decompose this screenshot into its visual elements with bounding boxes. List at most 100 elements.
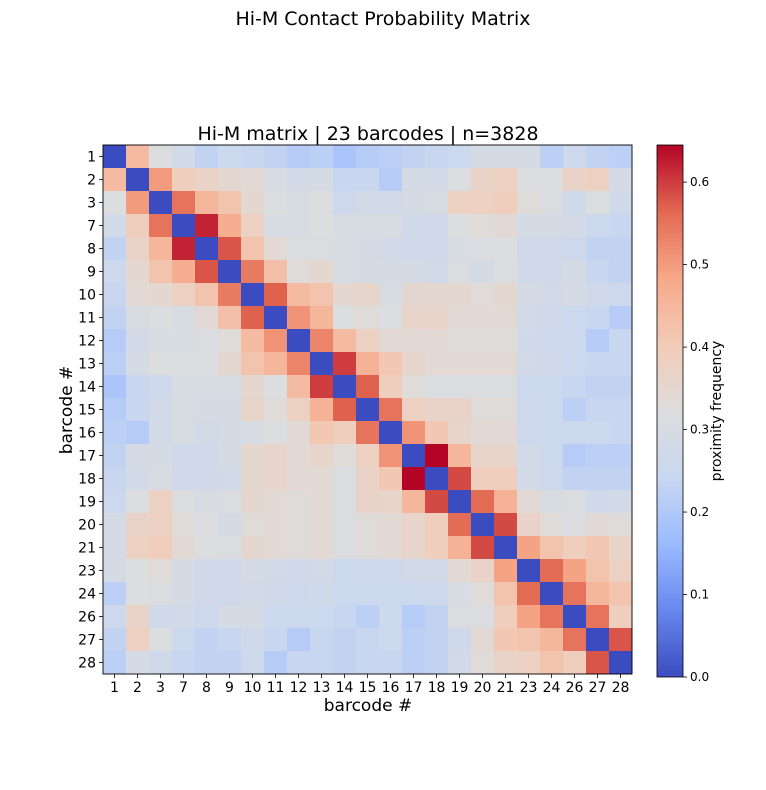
heatmap-cell xyxy=(425,421,449,445)
heatmap-cell xyxy=(149,214,173,238)
heatmap-cell xyxy=(149,329,173,353)
heatmap-cell xyxy=(103,260,127,284)
heatmap-cell xyxy=(195,536,219,560)
heatmap-cell xyxy=(218,513,242,537)
heatmap-cell xyxy=(586,582,610,606)
heatmap-cell xyxy=(149,168,173,192)
heatmap-cell xyxy=(563,283,587,307)
heatmap-cell xyxy=(425,536,449,560)
y-tick-label: 10 xyxy=(78,288,96,304)
heatmap-cell xyxy=(448,375,472,399)
heatmap-cell xyxy=(425,145,449,169)
heatmap-cell xyxy=(517,237,541,261)
heatmap-cell xyxy=(172,536,196,560)
heatmap-cell xyxy=(563,605,587,629)
heatmap-cell xyxy=(471,513,495,537)
heatmap-cell xyxy=(471,214,495,238)
heatmap-cell xyxy=(494,444,518,468)
heatmap-cell xyxy=(494,352,518,376)
heatmap-cell xyxy=(333,191,357,215)
heatmap-cell xyxy=(310,352,334,376)
heatmap-cell xyxy=(195,582,219,606)
heatmap-cell xyxy=(241,444,265,468)
heatmap-cell xyxy=(126,168,150,192)
heatmap-cell xyxy=(471,168,495,192)
heatmap-cell xyxy=(241,490,265,514)
heatmap-cell xyxy=(563,237,587,261)
heatmap-cell xyxy=(586,329,610,353)
heatmap-cell xyxy=(402,582,426,606)
heatmap-cell xyxy=(402,559,426,583)
heatmap-cell xyxy=(149,582,173,606)
heatmap-cell xyxy=(264,375,288,399)
heatmap-cell xyxy=(172,260,196,284)
heatmap-cell xyxy=(333,490,357,514)
heatmap-cell xyxy=(195,260,219,284)
heatmap-cell xyxy=(356,536,380,560)
x-tick-label: 10 xyxy=(244,680,262,696)
heatmap-cell xyxy=(241,237,265,261)
heatmap-cell xyxy=(494,283,518,307)
heatmap-cell xyxy=(172,421,196,445)
heatmap-cell xyxy=(264,582,288,606)
heatmap-cell xyxy=(379,329,403,353)
heatmap-cell xyxy=(586,306,610,330)
heatmap-cell xyxy=(517,352,541,376)
heatmap-cell xyxy=(356,375,380,399)
heatmap-cell xyxy=(563,260,587,284)
heatmap-cell xyxy=(310,628,334,652)
heatmap-cell xyxy=(218,214,242,238)
heatmap-cell xyxy=(172,283,196,307)
heatmap-cell xyxy=(517,513,541,537)
heatmap-cell xyxy=(609,214,633,238)
heatmap-cell xyxy=(333,283,357,307)
heatmap-cell xyxy=(103,651,127,675)
y-tick-label: 12 xyxy=(78,334,96,350)
heatmap-cell xyxy=(540,237,564,261)
heatmap-cell xyxy=(264,421,288,445)
heatmap-cell xyxy=(310,191,334,215)
heatmap-cell xyxy=(287,283,311,307)
heatmap-cell xyxy=(172,237,196,261)
heatmap-cell xyxy=(586,260,610,284)
heatmap-cell xyxy=(586,559,610,583)
heatmap-cell xyxy=(103,145,127,169)
heatmap-cell xyxy=(310,444,334,468)
heatmap-cell xyxy=(540,490,564,514)
heatmap-cell xyxy=(517,260,541,284)
heatmap-cell xyxy=(126,260,150,284)
heatmap-cell xyxy=(356,283,380,307)
heatmap-cell xyxy=(310,306,334,330)
heatmap-cell xyxy=(494,582,518,606)
heatmap-cell xyxy=(149,283,173,307)
heatmap-cell xyxy=(425,582,449,606)
heatmap-cell xyxy=(241,559,265,583)
heatmap-cell xyxy=(126,214,150,238)
heatmap-cell xyxy=(540,444,564,468)
heatmap-cell xyxy=(379,306,403,330)
heatmap-cell xyxy=(402,513,426,537)
heatmap-cell xyxy=(126,467,150,491)
heatmap-cell xyxy=(333,628,357,652)
x-tick-label: 27 xyxy=(589,680,607,696)
heatmap-cell xyxy=(103,444,127,468)
heatmap-cell xyxy=(494,559,518,583)
heatmap-cell xyxy=(103,513,127,537)
heatmap-cell xyxy=(517,145,541,169)
heatmap-cell xyxy=(172,352,196,376)
figure-suptitle: Hi-M Contact Probability Matrix xyxy=(235,8,530,30)
heatmap-cell xyxy=(287,329,311,353)
heatmap-cell xyxy=(218,605,242,629)
heatmap-cell xyxy=(425,628,449,652)
heatmap-cell xyxy=(264,352,288,376)
heatmap-cell xyxy=(494,628,518,652)
heatmap-cell xyxy=(425,283,449,307)
heatmap-cell xyxy=(517,421,541,445)
heatmap-cell xyxy=(287,375,311,399)
y-tick-label: 16 xyxy=(78,426,96,442)
heatmap-cell xyxy=(241,628,265,652)
heatmap-cell xyxy=(172,605,196,629)
heatmap-cell xyxy=(540,329,564,353)
heatmap-cell xyxy=(609,306,633,330)
heatmap-cell xyxy=(241,398,265,422)
